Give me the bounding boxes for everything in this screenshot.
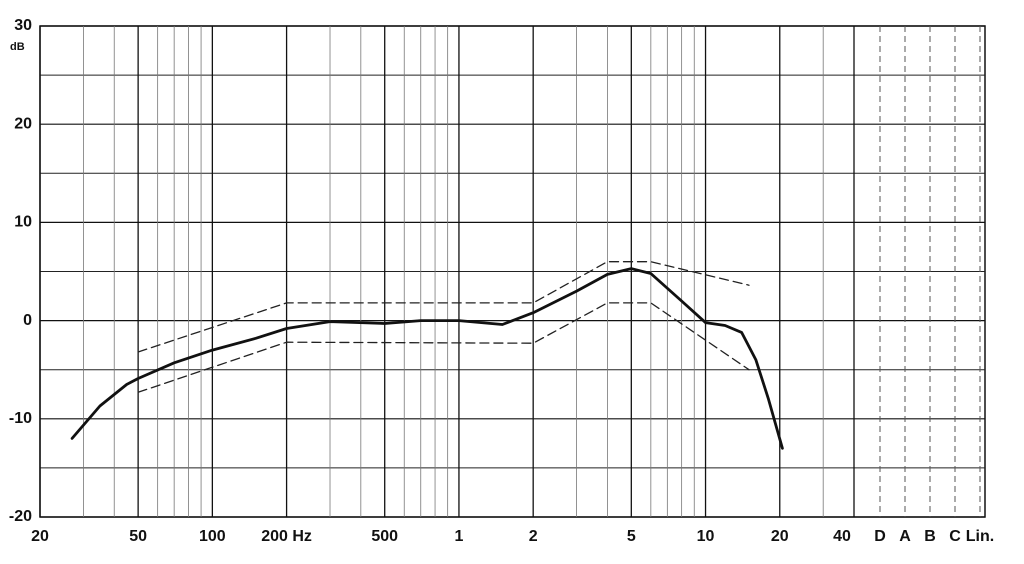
- x-tick-label: 10: [697, 528, 715, 545]
- x-tick-label: B: [924, 528, 936, 545]
- response-curve: [70, 267, 784, 450]
- x-tick-label: 50: [129, 528, 147, 545]
- x-tick-label: 40: [833, 528, 851, 545]
- y-tick-label: 0: [23, 312, 32, 329]
- x-tick-label: 1: [454, 528, 463, 545]
- x-tick-label: C: [949, 528, 961, 545]
- x-tick-label: 20: [31, 528, 49, 545]
- x-tick-label: A: [899, 528, 911, 545]
- x-tick-label: 5: [627, 528, 636, 545]
- x-tick-label: 100: [199, 528, 226, 545]
- x-tick-label: 20: [771, 528, 789, 545]
- tolerance-line: [137, 302, 750, 393]
- y-unit: dB: [10, 41, 25, 53]
- y-tick-label: -10: [9, 410, 32, 427]
- x-tick-label: D: [874, 528, 886, 545]
- x-tick-label: Lin.: [966, 528, 994, 545]
- y-tick-label: 20: [14, 115, 32, 132]
- x-tick-label: 200 Hz: [261, 528, 312, 545]
- x-tick-label: 2: [529, 528, 538, 545]
- y-tick-label: -20: [9, 508, 32, 525]
- y-tick-label: 30: [14, 17, 32, 34]
- y-tick-label: 10: [14, 214, 32, 231]
- x-tick-label: 500: [371, 528, 398, 545]
- tolerance-line: [137, 261, 750, 353]
